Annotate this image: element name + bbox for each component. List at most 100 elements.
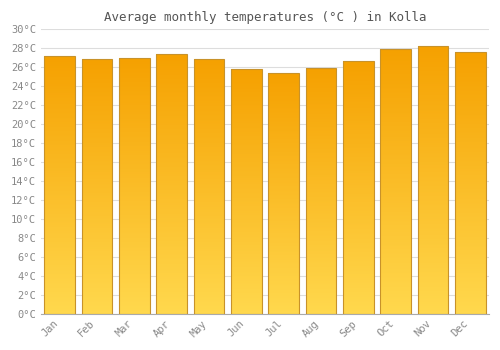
- Bar: [194, 250, 224, 251]
- Bar: [268, 243, 299, 244]
- Bar: [231, 276, 262, 277]
- Bar: [82, 111, 112, 112]
- Bar: [82, 228, 112, 230]
- Bar: [455, 310, 486, 311]
- Bar: [343, 205, 374, 206]
- Bar: [119, 132, 150, 133]
- Bar: [455, 128, 486, 130]
- Bar: [44, 114, 75, 115]
- Bar: [455, 124, 486, 125]
- Bar: [418, 123, 448, 125]
- Bar: [343, 194, 374, 195]
- Bar: [418, 295, 448, 296]
- Bar: [156, 212, 187, 214]
- Title: Average monthly temperatures (°C ) in Kolla: Average monthly temperatures (°C ) in Ko…: [104, 11, 426, 24]
- Bar: [231, 164, 262, 166]
- Bar: [156, 257, 187, 258]
- Bar: [268, 154, 299, 155]
- Bar: [268, 293, 299, 294]
- Bar: [82, 291, 112, 292]
- Bar: [306, 299, 336, 300]
- Bar: [418, 248, 448, 249]
- Bar: [268, 116, 299, 118]
- Bar: [380, 215, 411, 216]
- Bar: [380, 213, 411, 215]
- Bar: [82, 189, 112, 190]
- Bar: [156, 301, 187, 302]
- Bar: [194, 204, 224, 205]
- Bar: [44, 220, 75, 221]
- Bar: [44, 98, 75, 100]
- Bar: [306, 78, 336, 79]
- Bar: [380, 117, 411, 118]
- Bar: [119, 300, 150, 301]
- Bar: [268, 84, 299, 85]
- Bar: [44, 303, 75, 305]
- Bar: [194, 203, 224, 204]
- Bar: [343, 101, 374, 103]
- Bar: [44, 207, 75, 208]
- Bar: [306, 136, 336, 137]
- Bar: [82, 66, 112, 68]
- Bar: [380, 142, 411, 143]
- Bar: [380, 49, 411, 314]
- Bar: [343, 153, 374, 154]
- Bar: [268, 304, 299, 305]
- Bar: [82, 253, 112, 254]
- Bar: [418, 122, 448, 123]
- Bar: [455, 169, 486, 170]
- Bar: [268, 133, 299, 134]
- Bar: [82, 193, 112, 194]
- Bar: [455, 94, 486, 95]
- Bar: [231, 281, 262, 282]
- Bar: [44, 265, 75, 266]
- Bar: [82, 244, 112, 245]
- Bar: [268, 271, 299, 272]
- Bar: [119, 176, 150, 177]
- Bar: [268, 172, 299, 173]
- Bar: [119, 165, 150, 167]
- Bar: [82, 170, 112, 171]
- Bar: [418, 194, 448, 196]
- Bar: [231, 258, 262, 259]
- Bar: [156, 90, 187, 92]
- Bar: [343, 180, 374, 181]
- Bar: [156, 71, 187, 72]
- Bar: [44, 88, 75, 90]
- Bar: [268, 101, 299, 102]
- Bar: [44, 232, 75, 234]
- Bar: [194, 236, 224, 237]
- Bar: [343, 253, 374, 254]
- Bar: [380, 209, 411, 211]
- Bar: [194, 200, 224, 202]
- Bar: [156, 180, 187, 181]
- Bar: [268, 272, 299, 273]
- Bar: [44, 61, 75, 62]
- Bar: [156, 258, 187, 259]
- Bar: [156, 281, 187, 282]
- Bar: [343, 229, 374, 230]
- Bar: [418, 90, 448, 91]
- Bar: [380, 102, 411, 104]
- Bar: [268, 128, 299, 130]
- Bar: [455, 201, 486, 203]
- Bar: [343, 111, 374, 113]
- Bar: [343, 241, 374, 243]
- Bar: [380, 262, 411, 264]
- Bar: [268, 80, 299, 82]
- Bar: [231, 112, 262, 113]
- Bar: [306, 310, 336, 311]
- Bar: [380, 126, 411, 127]
- Bar: [156, 233, 187, 235]
- Bar: [455, 299, 486, 301]
- Bar: [268, 92, 299, 93]
- Bar: [306, 311, 336, 313]
- Bar: [156, 194, 187, 196]
- Bar: [82, 275, 112, 277]
- Bar: [194, 153, 224, 154]
- Bar: [418, 215, 448, 216]
- Bar: [194, 214, 224, 216]
- Bar: [82, 256, 112, 258]
- Bar: [268, 178, 299, 179]
- Bar: [306, 197, 336, 198]
